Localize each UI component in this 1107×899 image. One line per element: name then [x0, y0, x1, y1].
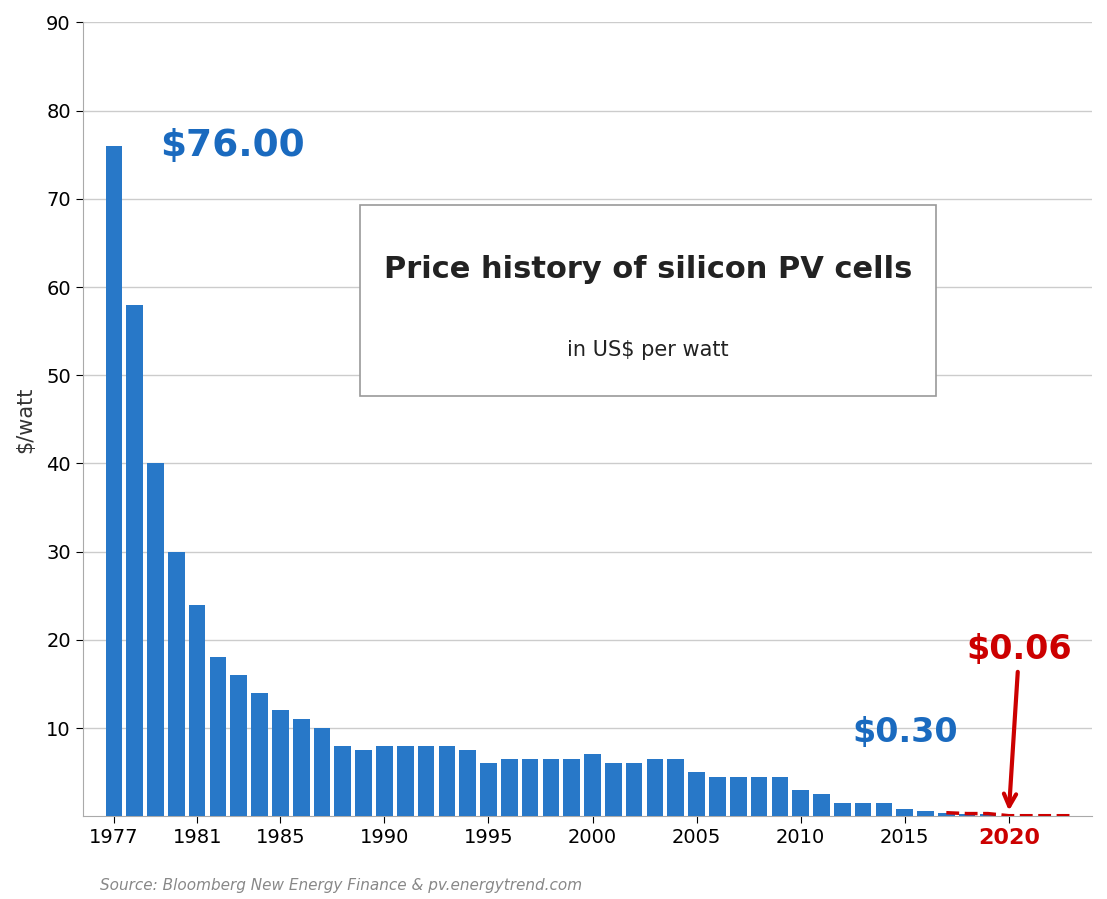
Bar — [417, 745, 434, 816]
Bar — [772, 777, 788, 816]
Y-axis label: $/watt: $/watt — [15, 387, 35, 452]
Bar — [376, 745, 393, 816]
Text: $0.06: $0.06 — [966, 633, 1072, 806]
Bar — [542, 759, 559, 816]
Text: in US$ per watt: in US$ per watt — [567, 340, 728, 360]
Bar — [459, 750, 476, 816]
Bar — [230, 675, 247, 816]
Bar — [730, 777, 746, 816]
Bar — [126, 305, 143, 816]
Bar — [293, 719, 310, 816]
Bar — [938, 813, 954, 816]
Bar — [438, 745, 455, 816]
Bar — [646, 759, 663, 816]
Bar — [606, 763, 622, 816]
Bar — [897, 809, 913, 816]
Bar — [168, 552, 185, 816]
Bar — [918, 811, 934, 816]
Text: $76.00: $76.00 — [159, 128, 304, 164]
Bar — [584, 754, 601, 816]
Bar — [625, 763, 642, 816]
Bar — [710, 777, 726, 816]
FancyBboxPatch shape — [360, 205, 935, 396]
Bar — [251, 693, 268, 816]
Bar — [855, 803, 871, 816]
Bar — [480, 763, 497, 816]
Bar — [334, 745, 351, 816]
Bar — [793, 790, 809, 816]
Bar — [189, 604, 206, 816]
Bar — [521, 759, 538, 816]
Bar — [209, 657, 226, 816]
Bar — [834, 803, 850, 816]
Bar — [147, 464, 164, 816]
Text: Source: Bloomberg New Energy Finance & pv.energytrend.com: Source: Bloomberg New Energy Finance & p… — [100, 878, 582, 893]
Bar — [689, 772, 705, 816]
Text: $0.30: $0.30 — [852, 716, 959, 749]
Bar — [959, 814, 975, 816]
Text: Price history of silicon PV cells: Price history of silicon PV cells — [384, 255, 912, 284]
Bar — [876, 803, 892, 816]
Bar — [814, 794, 830, 816]
Bar — [563, 759, 580, 816]
Bar — [751, 777, 767, 816]
Bar — [105, 146, 122, 816]
Bar — [980, 814, 996, 816]
Bar — [272, 710, 289, 816]
Bar — [668, 759, 684, 816]
Bar — [355, 750, 372, 816]
Bar — [397, 745, 414, 816]
Bar — [313, 728, 330, 816]
Bar — [501, 759, 518, 816]
